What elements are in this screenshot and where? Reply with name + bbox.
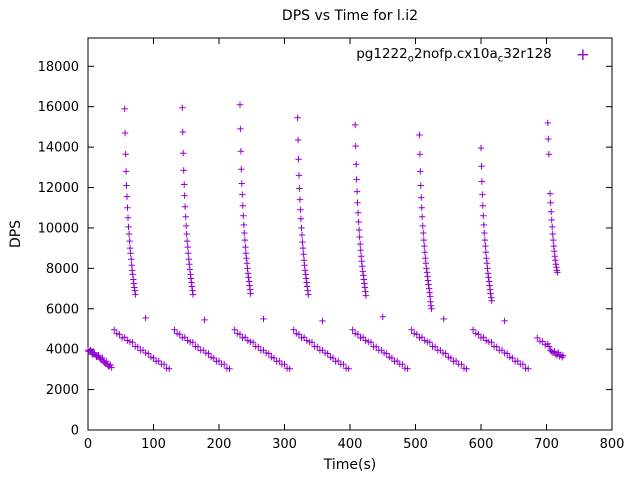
y-tick-label: 6000 [46,302,79,317]
x-tick-label: 600 [469,437,494,452]
legend-series-label: pg1222o2nofp.cx10ac32r128 [356,46,552,65]
y-tick-label: 18000 [38,60,79,75]
x-tick-label: 100 [141,437,166,452]
x-tick-label: 700 [534,437,559,452]
x-tick-label: 0 [84,437,92,452]
legend-marker-icon: + [575,44,590,65]
y-tick-label: 2000 [46,383,79,398]
x-tick-label: 800 [600,437,625,452]
y-tick-label: 12000 [38,181,79,196]
y-tick-label: 4000 [46,343,79,358]
y-tick-label: 10000 [38,221,79,236]
y-tick-label: 0 [71,424,79,439]
x-tick-label: 500 [403,437,428,452]
chart-title: DPS vs Time for l.i2 [281,8,419,24]
x-axis-label: Time(s) [323,457,377,473]
scatter-points [84,101,567,372]
x-tick-label: 300 [272,437,297,452]
legend: pg1222o2nofp.cx10ac32r128 + [356,46,590,65]
x-tick-label: 400 [338,437,363,452]
y-tick-label: 14000 [38,141,79,156]
y-tick-label: 16000 [38,100,79,115]
y-tick-label: 8000 [46,262,79,277]
x-tick-label: 200 [207,437,232,452]
